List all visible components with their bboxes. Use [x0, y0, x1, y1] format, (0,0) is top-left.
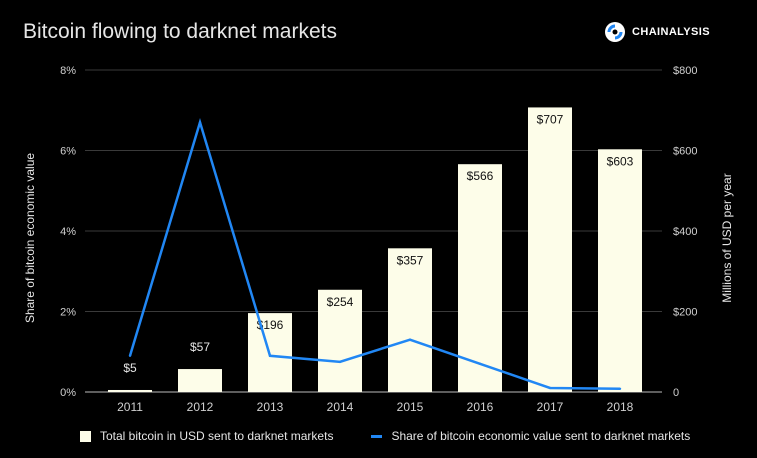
line-point — [338, 360, 342, 364]
legend: Total bitcoin in USD sent to darknet mar… — [80, 429, 728, 443]
bar — [108, 389, 152, 392]
line-point — [478, 362, 482, 366]
legend-label-bars: Total bitcoin in USD sent to darknet mar… — [100, 429, 334, 443]
share-line — [128, 117, 621, 391]
legend-swatch-bars — [80, 430, 91, 442]
x-tick-label: 2012 — [187, 400, 214, 414]
x-tick-label: 2017 — [537, 400, 564, 414]
line-point — [268, 354, 272, 357]
bar — [318, 289, 362, 392]
legend-label-line: Share of bitcoin economic value sent to … — [391, 429, 691, 443]
bar — [528, 107, 572, 393]
bar-data-label: $707 — [537, 112, 564, 126]
line-point — [408, 338, 412, 341]
x-tick-label: 2014 — [327, 400, 354, 414]
bar-data-label: $254 — [327, 295, 354, 309]
line-point — [128, 354, 132, 357]
y-right-tick-label: $200 — [673, 307, 697, 319]
bar — [388, 248, 432, 392]
bar-data-label: $603 — [607, 154, 634, 168]
bar — [458, 164, 502, 392]
y-right-axis-title: Millions of USD per year — [720, 173, 734, 302]
x-tick-label: 2013 — [257, 400, 284, 414]
brand-name: CHAINALYSIS — [632, 26, 710, 38]
legend-item-line: Share of bitcoin economic value sent to … — [371, 429, 690, 443]
x-tick-label: 2018 — [607, 400, 634, 414]
x-tick-label: 2016 — [467, 400, 494, 414]
bar — [598, 149, 642, 392]
y-left-tick-label: 6% — [60, 146, 76, 158]
y-right-tick-label: $400 — [673, 226, 697, 238]
bar — [178, 369, 222, 392]
y-left-tick-label: 0% — [60, 387, 76, 399]
y-left-tick-label: 2% — [60, 307, 76, 319]
brand-logo: CHAINALYSIS — [604, 21, 710, 43]
bar-data-label: $57 — [190, 340, 210, 354]
legend-item-bars: Total bitcoin in USD sent to darknet mar… — [80, 429, 333, 443]
line-point — [618, 387, 622, 390]
y-left-tick-label: 8% — [60, 65, 76, 77]
x-tick-label: 2015 — [397, 400, 424, 414]
chart-title: Bitcoin flowing to darknet markets — [23, 20, 337, 43]
y-right-tick-label: 0 — [673, 387, 679, 399]
chainalysis-logo-icon — [605, 22, 625, 42]
y-right-tick-label: $600 — [673, 146, 697, 158]
bar-data-label: $196 — [257, 318, 284, 332]
legend-swatch-line — [371, 434, 383, 438]
bar-data-label: $566 — [467, 169, 494, 183]
bar-data-label: $357 — [397, 253, 424, 267]
x-tick-label: 2011 — [117, 400, 143, 414]
y-left-tick-label: 4% — [60, 226, 76, 238]
bar-data-label: $5 — [123, 361, 137, 375]
line-point — [548, 386, 552, 390]
line-point — [198, 121, 202, 124]
y-right-tick-label: $800 — [673, 65, 697, 77]
y-left-axis-title: Share of bitcoin economic value — [23, 153, 37, 323]
